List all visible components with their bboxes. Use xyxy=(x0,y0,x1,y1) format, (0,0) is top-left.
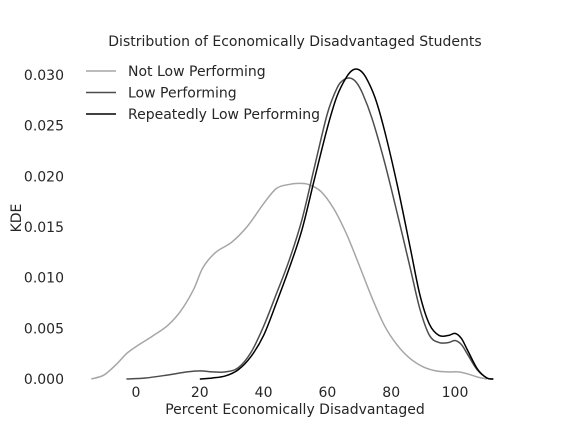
plot-area xyxy=(91,68,494,380)
y-tick-label: 0.015 xyxy=(24,220,64,236)
x-tick-label: 100 xyxy=(442,385,469,401)
x-tick-label: 20 xyxy=(191,385,209,401)
y-tick-label: 0.005 xyxy=(24,321,64,337)
y-axis-label: KDE xyxy=(9,204,25,233)
series-line-1 xyxy=(91,182,488,380)
x-tick-label: 0 xyxy=(132,385,141,401)
x-axis: 0 20 40 60 80 100 xyxy=(132,385,469,401)
x-tick-label: 60 xyxy=(318,385,336,401)
y-tick-label: 0.025 xyxy=(24,119,64,135)
legend: Not Low Performing Low Performing Repeated… xyxy=(86,64,320,123)
chart-title: Distribution of Economically Disadvantag… xyxy=(108,34,481,50)
series-line-3 xyxy=(199,68,494,380)
x-tick-label: 40 xyxy=(255,385,273,401)
y-tick-label: 0.020 xyxy=(24,169,64,185)
x-tick-label: 80 xyxy=(382,385,400,401)
x-axis-label: Percent Economically Disadvantaged xyxy=(165,402,425,418)
y-tick-label: 0.010 xyxy=(24,271,64,287)
y-tick-label: 0.000 xyxy=(24,372,64,388)
legend-label-3: Repeatedly Low Performing xyxy=(128,107,320,123)
y-tick-label: 0.030 xyxy=(24,68,64,84)
legend-label-2: Low Performing xyxy=(128,86,237,102)
series-line-2 xyxy=(126,77,494,380)
y-axis: 0.000 0.005 0.010 0.015 0.020 0.025 0.030 xyxy=(24,68,64,388)
legend-label-1: Not Low Performing xyxy=(128,64,266,80)
